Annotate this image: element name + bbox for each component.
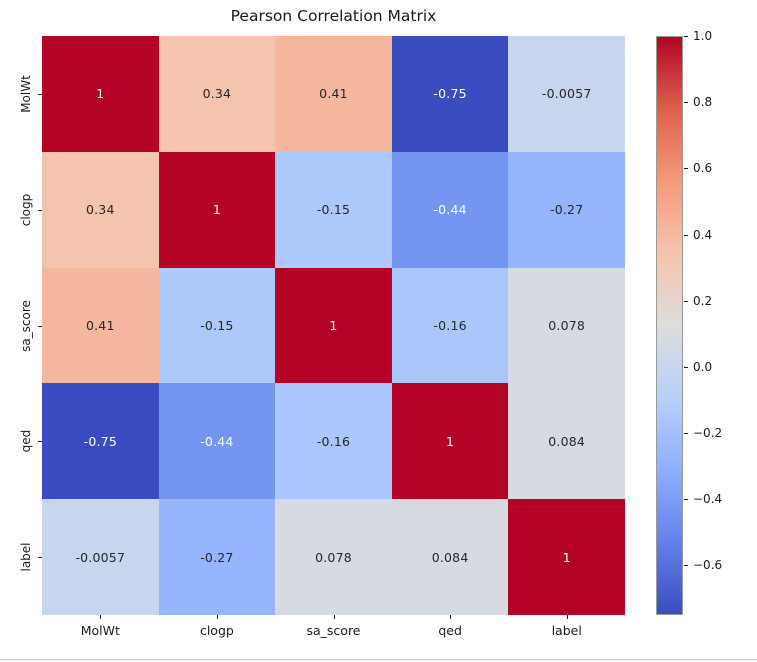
y-tick-mark (38, 441, 42, 443)
chart-title: Pearson Correlation Matrix (230, 7, 437, 25)
cell-value: -0.15 (316, 202, 351, 218)
cell-value: 0.41 (319, 86, 348, 102)
cell-value: 0.084 (548, 433, 586, 449)
heatmap-cell: 1 (158, 151, 276, 268)
x-tick-label: MolWt (80, 623, 120, 638)
cell-value: -0.16 (316, 433, 351, 449)
cell-value: 0.34 (202, 86, 232, 102)
x-tick-mark (100, 615, 102, 619)
y-tick-label: clogp (19, 193, 33, 226)
heatmap-cell: -0.0057 (42, 499, 159, 615)
heatmap-cell: 0.34 (42, 151, 159, 268)
x-tick-label: clogp (199, 623, 234, 638)
heatmap-cell: 0.34 (158, 36, 276, 152)
colorbar-tick-label: −0.6 (693, 558, 723, 573)
x-tick-label: sa_score (306, 623, 361, 638)
colorbar-tick-mark (684, 36, 688, 37)
cell-value: 1 (212, 202, 221, 218)
colorbar-tick-label: 1.0 (693, 29, 713, 43)
heatmap-cell: -0.0057 (508, 36, 625, 152)
colorbar-tick-label: 0.0 (693, 359, 713, 374)
colorbar-tick-mark (684, 168, 688, 170)
heatmap-cell: -0.44 (391, 151, 509, 268)
colorbar-tick-label: 0.8 (693, 95, 713, 110)
heatmap-cell: 1 (508, 499, 625, 615)
y-tick-label: MolWt (19, 75, 33, 113)
y-tick-mark (38, 93, 42, 95)
cell-value: 1 (96, 86, 105, 102)
cell-value: 1 (446, 433, 455, 449)
cell-value: 0.084 (431, 549, 469, 565)
x-tick-mark (450, 615, 452, 619)
colorbar-tick-mark (684, 565, 688, 567)
heatmap-cell: 0.084 (508, 383, 625, 500)
cell-value: -0.75 (83, 433, 117, 449)
heatmap-cell: -0.15 (158, 267, 276, 384)
x-tick-label: label (551, 623, 582, 638)
x-tick-mark (566, 615, 568, 619)
y-tick-mark (38, 325, 42, 327)
colorbar-tick-area: 1.0 0.8 0.6 0.4 0.2 0.0 −0.2 −0.4 −0.6 (684, 29, 756, 615)
cell-value: 0.34 (85, 202, 115, 218)
heatmap-cell: 1 (275, 267, 392, 384)
heatmap-cell: 0.078 (508, 267, 625, 384)
colorbar-tick-mark (684, 366, 688, 368)
colorbar-tick-mark (684, 433, 688, 435)
cell-value: 0.078 (315, 549, 352, 565)
heatmap-cell: 1 (42, 36, 159, 152)
heatmap-cell: -0.27 (508, 151, 625, 268)
heatmap-cell: 0.41 (275, 36, 392, 152)
cell-value: -0.15 (200, 317, 234, 333)
heatmap-cell: -0.75 (42, 383, 159, 500)
x-tick-label: qed (438, 623, 462, 638)
heatmap-cell: 0.078 (275, 499, 392, 615)
cell-value: 0.078 (548, 317, 586, 333)
cell-value: -0.16 (433, 317, 467, 333)
y-tick-mark (38, 209, 42, 211)
cell-value: 1 (562, 549, 571, 565)
y-tick-label: qed (19, 429, 33, 453)
cell-value: -0.44 (433, 202, 467, 218)
cell-value: -0.44 (200, 433, 234, 449)
colorbar-tick-label: 0.2 (693, 293, 713, 308)
heatmap-cell: -0.44 (158, 383, 276, 500)
colorbar-tick-mark (684, 499, 688, 501)
heatmap-cell: -0.75 (391, 36, 509, 152)
colorbar-tick-mark (684, 234, 688, 236)
cell-value: -0.27 (550, 202, 584, 218)
colorbar-tick-mark (684, 300, 688, 302)
colorbar (656, 36, 683, 615)
window-bottom-edge (0, 659, 757, 662)
heatmap-cell: -0.27 (158, 499, 276, 615)
y-tick-label: label (19, 542, 33, 572)
heatmap-cell: 0.084 (391, 499, 509, 615)
colorbar-tick-label: −0.2 (693, 426, 723, 441)
x-tick-mark (333, 615, 335, 619)
y-tick-mark (38, 557, 42, 559)
cell-value: 0.41 (85, 317, 115, 333)
colorbar-tick-label: 0.6 (693, 161, 713, 176)
cell-value: -0.27 (200, 549, 234, 565)
heatmap-cell: -0.15 (275, 151, 392, 268)
cell-value: -0.0057 (541, 86, 592, 102)
colorbar-tick-mark (684, 102, 688, 104)
colorbar-tick-label: 0.4 (693, 227, 713, 242)
cell-value: 1 (329, 317, 338, 333)
heatmap-cell: -0.16 (275, 383, 392, 500)
x-axis: MolWt clogp sa_score qed label (42, 615, 625, 641)
heatmap-cell: 0.41 (42, 267, 159, 384)
cell-value: -0.0057 (75, 549, 126, 565)
x-tick-mark (216, 615, 218, 619)
heatmap-cell: -0.16 (391, 267, 509, 384)
heatmap-grid: 1 0.34 0.41 -0.75 -0.0057 0.34 1 -0.15 -0.44 -0.2… (42, 36, 625, 615)
heatmap-cell: 1 (391, 383, 509, 500)
colorbar-tick-label: −0.4 (693, 492, 723, 507)
cell-value: -0.75 (433, 86, 467, 102)
y-tick-label: sa_score (19, 299, 33, 352)
